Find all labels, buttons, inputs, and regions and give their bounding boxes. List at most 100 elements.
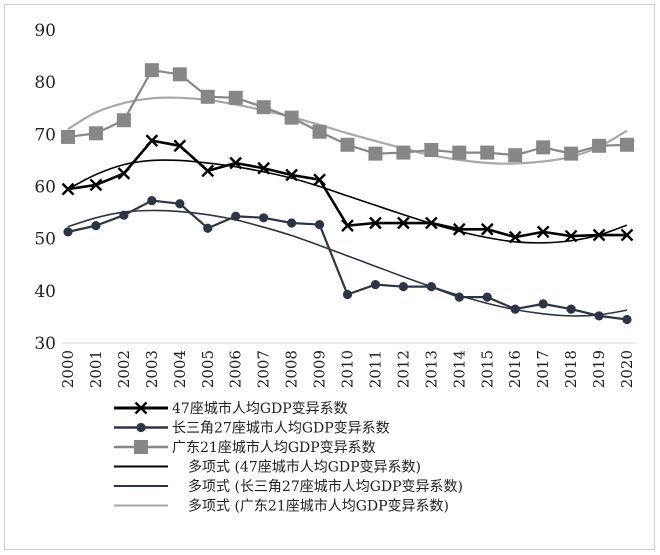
x-tick-label: 2013 [422,350,440,388]
legend-marker [134,440,148,454]
data-point [175,199,185,209]
x-tick-label: 2004 [171,350,189,388]
x-tick-label: 2003 [143,350,161,388]
legend-label: 多项式 (长三角27座城市人均GDP变异系数) [188,478,463,495]
trendlines [67,96,628,317]
trendline [67,96,628,165]
data-point [480,222,494,236]
data-point [594,311,604,321]
data-point [228,90,243,105]
data-point [61,129,75,144]
data-point [342,289,353,300]
data-point [285,168,298,182]
y-tick-label: 60 [34,178,56,198]
data-point [536,140,551,155]
data-point [229,156,243,170]
data-point [482,292,492,302]
legend-entry: 广东21座城市人均GDP变异系数 [114,439,376,456]
data-point [312,124,327,139]
data-point [425,216,438,230]
y-tick-label: 70 [34,125,56,145]
trendline [67,159,628,244]
data-point [454,292,464,302]
legend-marker [134,401,148,415]
x-tick-label: 2014 [450,350,468,388]
data-point [424,142,439,157]
legend-label: 多项式 (47座城市人均GDP变异系数) [188,459,421,476]
data-point [313,173,326,187]
x-tick-label: 2016 [506,350,524,388]
x-tick-label: 2020 [618,350,636,388]
data-point [340,137,355,152]
x-tick-label: 2019 [590,350,608,388]
x-tick-label: 2017 [534,350,552,388]
x-axis-ticks: 2000 2001 2002 2003 2004 2005 2006 2007 2008 2009… [59,350,636,388]
legend-marker [136,422,146,433]
x-tick-label: 2007 [255,350,273,388]
data-point [397,216,410,230]
legend-entry: 多项式 (广东21座城市人均GDP变异系数) [114,498,449,515]
data-point [259,213,269,223]
data-point [480,145,495,160]
series-line [67,139,627,239]
legend-entry: 47座城市人均GDP变异系数 [114,400,348,417]
data-point [620,228,634,242]
data-point [452,145,467,160]
data-point [116,113,131,128]
data-point [592,228,606,242]
data-point [287,218,297,228]
x-tick-label: 2018 [562,350,580,388]
data-point [172,67,187,82]
x-tick-label: 2000 [59,350,77,388]
data-point [370,279,381,290]
data-series [61,63,634,325]
data-point [200,89,215,104]
data-point [147,195,157,206]
data-point [369,216,382,230]
legend-label: 47座城市人均GDP变异系数 [172,400,348,417]
data-point [119,210,129,220]
chart-frame [4,4,655,550]
data-point [564,146,579,161]
x-tick-label: 2011 [366,350,384,388]
data-point [620,137,634,152]
data-point [144,63,159,78]
data-point [63,227,73,237]
data-point [564,229,578,243]
data-point [231,211,241,221]
data-point [201,164,215,178]
y-tick-label: 90 [34,21,56,41]
x-tick-label: 2010 [339,350,357,388]
data-point [452,222,466,236]
y-tick-label: 30 [34,334,56,354]
y-axis-ticks: 30 40 50 60 70 80 90 [34,21,56,354]
data-point [508,148,523,163]
data-point [91,221,101,231]
data-point [173,139,187,153]
data-point [508,230,522,244]
data-point [314,219,325,230]
x-tick-label: 2005 [199,350,217,388]
legend: 47座城市人均GDP变异系数长三角27座城市人均GDP变异系数广东21座城市人均… [114,400,463,515]
legend-label: 多项式 (广东21座城市人均GDP变异系数) [188,498,449,515]
legend-entry: 多项式 (长三角27座城市人均GDP变异系数) [114,478,463,495]
data-point [89,178,103,192]
data-point [368,146,383,161]
data-point [145,134,159,147]
data-point [117,167,131,180]
data-point [566,304,576,314]
x-tick-label: 2015 [478,350,496,388]
x-tick-label: 2002 [115,350,133,388]
legend-label: 长三角27座城市人均GDP变异系数 [172,420,390,437]
data-point [622,314,632,325]
legend-entry: 长三角27座城市人均GDP变异系数 [114,420,390,437]
legend-entry: 多项式 (47座城市人均GDP变异系数) [114,459,421,476]
x-tick-label: 2008 [283,350,301,388]
y-tick-label: 40 [34,282,56,302]
data-point [510,304,520,314]
data-point [426,282,436,292]
data-point [284,110,299,125]
x-tick-label: 2012 [394,350,412,388]
y-tick-label: 80 [34,73,56,93]
